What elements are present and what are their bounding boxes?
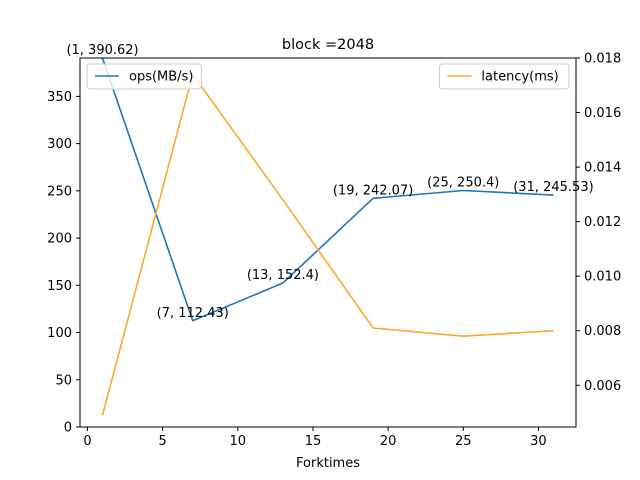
x-tick-label: 5 xyxy=(159,434,167,449)
x-tick-label: 25 xyxy=(455,434,472,449)
y-right-tick-label: 0.016 xyxy=(584,106,621,121)
y-left-tick-label: 150 xyxy=(47,279,72,294)
y-left-tick-label: 350 xyxy=(47,90,72,105)
y-left-tick-label: 200 xyxy=(47,232,72,247)
y-right-tick-label: 0.010 xyxy=(584,270,621,285)
data-point-annotation: (19, 242.07) xyxy=(333,183,413,198)
y-left-tick-label: 0 xyxy=(64,421,72,436)
data-point-annotation: (31, 245.53) xyxy=(513,180,593,195)
y-left-tick-label: 100 xyxy=(47,326,72,341)
y-right-tick-label: 0.008 xyxy=(584,324,621,339)
x-tick-label: 0 xyxy=(83,434,91,449)
y-left-tick-label: 250 xyxy=(47,184,72,199)
data-point-annotation: (13, 152.4) xyxy=(247,268,319,283)
y-right-tick-label: 0.012 xyxy=(584,215,621,230)
y-right-tick-label: 0.014 xyxy=(584,161,621,176)
data-point-annotation: (1, 390.62) xyxy=(66,43,138,58)
y-left-tick-label: 300 xyxy=(47,137,72,152)
x-tick-label: 15 xyxy=(305,434,322,449)
ops-series-line xyxy=(101,57,554,322)
x-tick-label: 30 xyxy=(530,434,547,449)
x-tick-label: 20 xyxy=(380,434,397,449)
legend-latency-box xyxy=(438,63,570,90)
axes-frame xyxy=(79,57,577,428)
x-tick-label: 10 xyxy=(230,434,247,449)
y-right-tick-label: 0.006 xyxy=(584,379,621,394)
y-left-tick-label: 50 xyxy=(55,373,72,388)
legend-latency-label: latency(ms) xyxy=(481,70,558,85)
plot-area: 0 5 10 15 20 25 300501001502002503003500.0060.… xyxy=(47,43,621,449)
legend-ops-box xyxy=(86,63,202,90)
chart-title: block =2048 xyxy=(282,37,374,53)
y-right-tick-label: 0.018 xyxy=(584,52,621,67)
data-point-annotation: (25, 250.4) xyxy=(427,175,499,190)
latency-series-line xyxy=(101,73,554,416)
x-axis-label: Forktimes xyxy=(296,456,360,471)
legend-ops-label: ops(MB/s) xyxy=(129,70,193,85)
data-point-annotation: (7, 112.43) xyxy=(157,306,229,321)
